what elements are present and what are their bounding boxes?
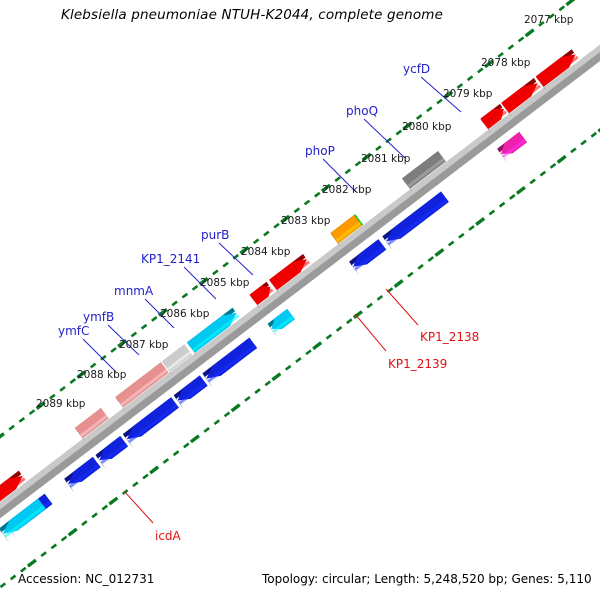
gene-feature[interactable] [122,397,179,449]
ruler-tick-label: 2086 kbp [160,308,210,320]
gene-feature[interactable] [202,337,258,388]
gene-feature[interactable] [402,151,446,193]
gene-feature[interactable] [267,308,296,338]
gene-feature[interactable] [535,49,579,91]
genome-stats-text: Topology: circular; Length: 5,248,520 bp… [262,572,592,586]
gene-label-phop[interactable]: phoP [305,144,335,158]
gene-feature[interactable] [115,362,169,412]
gene-label-icda[interactable]: icdA [155,529,181,543]
gene-feature[interactable] [480,103,507,133]
ruler-tick-label: 2089 kbp [36,398,86,410]
ruler-tick-label: 2078 kbp [481,57,531,69]
ruler-tick-label: 2083 kbp [281,215,331,227]
gene-label-kp1_2139[interactable]: KP1_2139 [388,357,448,371]
gene-label-ycfd[interactable]: ycfD [403,62,431,76]
gene-feature[interactable] [0,498,46,543]
ruler-tick-label: 2079 kbp [443,88,493,100]
ruler-tick-label: 2082 kbp [322,184,372,196]
gene-feature[interactable] [382,191,449,251]
ruler-tick-label: 2088 kbp [77,369,127,381]
ruler-tick-label: 2080 kbp [402,121,452,133]
gene-feature[interactable] [95,436,129,469]
feature-layer[interactable] [0,49,579,543]
gene-feature[interactable] [186,307,240,357]
gene-feature[interactable] [162,344,193,376]
gene-feature[interactable] [349,239,387,276]
gene-label-kp1_2138[interactable]: KP1_2138 [420,330,480,344]
ruler-tick-label: 2081 kbp [361,153,411,165]
gene-feature[interactable] [173,375,208,410]
ruler-tick-label: 2085 kbp [200,277,250,289]
gene-label-phoq[interactable]: phoQ [346,104,379,118]
gene-feature[interactable] [74,408,109,442]
gene-feature[interactable] [269,253,310,294]
accession-text: Accession: NC_012731 [18,572,155,586]
gene-label-ymfc[interactable]: ymfC [58,324,90,338]
gene-label-purb[interactable]: purB [201,228,230,242]
page-title: Klebsiella pneumoniae NTUH-K2044, comple… [60,7,444,23]
genome-axis [0,44,600,519]
gene-label-mnma[interactable]: mnmA [114,284,154,298]
gene-label-kp1_2141[interactable]: KP1_2141 [141,252,201,266]
ruler-tick-label: 2077 kbp [524,14,574,26]
gene-feature[interactable] [0,470,26,512]
ruler-tick-label: 2084 kbp [241,246,291,258]
gene-feature[interactable] [64,456,101,493]
gene-feature[interactable] [501,78,541,117]
gene-feature[interactable] [497,131,528,163]
gene-feature[interactable] [249,281,274,309]
ruler-tick-label: 2087 kbp [119,339,169,351]
label-leader-lines [82,76,462,524]
gene-label-ymfb[interactable]: ymfB [83,310,115,324]
gene-feature[interactable] [330,215,362,248]
